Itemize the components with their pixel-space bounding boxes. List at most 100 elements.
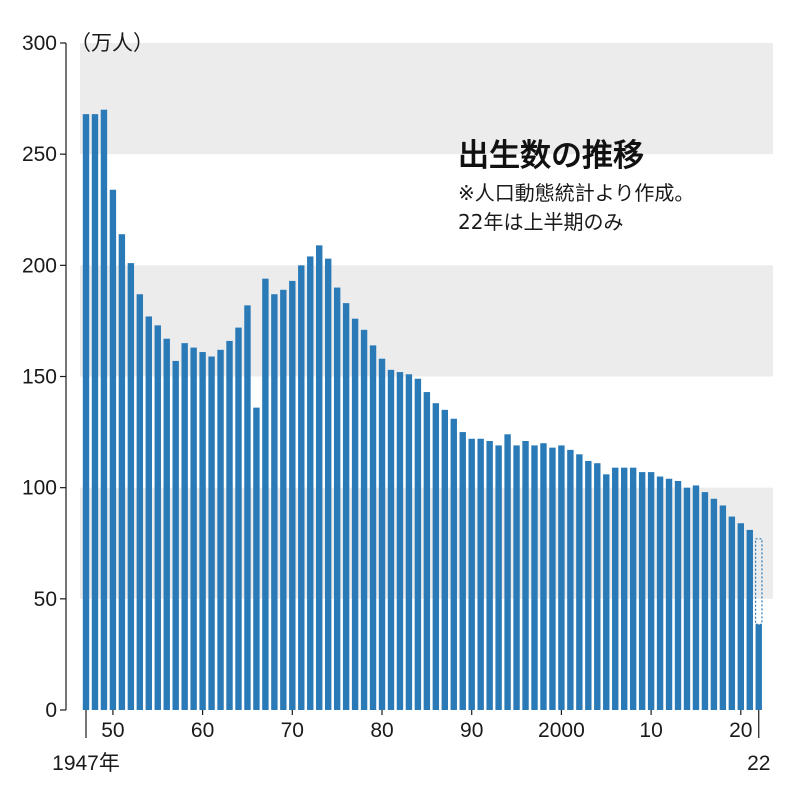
bar-2011 bbox=[656, 476, 664, 710]
bar-1996 bbox=[522, 440, 529, 710]
y-tick-label-50: 50 bbox=[34, 588, 57, 611]
bar-1955 bbox=[154, 325, 161, 710]
bar-1964 bbox=[235, 327, 242, 710]
bar-2022 bbox=[755, 624, 762, 710]
bar-1953 bbox=[136, 294, 144, 710]
bar-1965 bbox=[244, 305, 251, 710]
bar-1997 bbox=[531, 445, 538, 710]
bar-1992 bbox=[486, 440, 493, 710]
x-tick-label-60: 60 bbox=[191, 719, 214, 742]
bar-1975 bbox=[333, 287, 341, 710]
bar-1999 bbox=[549, 447, 556, 710]
bar-1972 bbox=[307, 256, 314, 710]
bar-1998 bbox=[540, 443, 547, 710]
bar-1952 bbox=[127, 263, 135, 710]
y-tick-label-150: 150 bbox=[22, 366, 57, 389]
bar-1947 bbox=[82, 114, 90, 710]
dashed-estimate-outline bbox=[754, 538, 763, 625]
bar-2019 bbox=[728, 516, 736, 710]
bar-1986 bbox=[432, 403, 440, 710]
bar-2005 bbox=[603, 474, 610, 710]
bar-1993 bbox=[495, 445, 502, 710]
bar-1971 bbox=[298, 265, 305, 710]
x-tick-label-50: 50 bbox=[101, 719, 124, 742]
bars-group bbox=[82, 109, 763, 711]
bar-1991 bbox=[477, 438, 484, 710]
bar-1985 bbox=[423, 392, 431, 710]
axes-group bbox=[60, 42, 760, 738]
bar-1957 bbox=[172, 360, 179, 710]
bar-2004 bbox=[594, 463, 601, 710]
bar-1970 bbox=[289, 280, 296, 710]
bar-1983 bbox=[405, 374, 413, 710]
bar-1962 bbox=[217, 349, 224, 710]
y-tick-label-250: 250 bbox=[22, 143, 57, 166]
bar-2018 bbox=[719, 505, 727, 710]
bar-1956 bbox=[163, 338, 170, 710]
bar-2010 bbox=[647, 472, 655, 710]
bar-1958 bbox=[181, 343, 188, 710]
background-band-0 bbox=[80, 43, 773, 155]
x-end-label: 22 bbox=[747, 752, 770, 775]
x-start-label: 1947年 bbox=[52, 752, 120, 775]
bar-1978 bbox=[360, 329, 368, 710]
bar-2009 bbox=[638, 472, 646, 710]
bar-2008 bbox=[629, 467, 637, 710]
bar-1960 bbox=[199, 352, 206, 710]
bar-1969 bbox=[280, 289, 287, 710]
bar-1951 bbox=[118, 234, 126, 710]
y-tick-label-300: 300 bbox=[22, 32, 57, 55]
x-tick-label-20: 20 bbox=[729, 719, 752, 742]
bar-1984 bbox=[414, 378, 422, 710]
bar-2013 bbox=[674, 481, 682, 710]
bar-2003 bbox=[585, 460, 592, 710]
bar-2007 bbox=[621, 467, 628, 710]
bar-2020 bbox=[737, 523, 745, 710]
y-tick-label-0: 0 bbox=[45, 699, 57, 722]
bar-1987 bbox=[441, 409, 448, 710]
bar-2006 bbox=[612, 467, 619, 710]
note-line-2: 22年は上半期のみ bbox=[458, 210, 623, 234]
bar-2017 bbox=[710, 498, 718, 710]
x-tick-label-2000: 2000 bbox=[538, 719, 585, 742]
bar-1950 bbox=[109, 189, 117, 711]
bar-2012 bbox=[665, 478, 673, 710]
bar-2014 bbox=[683, 487, 691, 710]
bar-2002 bbox=[576, 454, 583, 710]
bar-2021 bbox=[746, 529, 753, 710]
bar-1995 bbox=[513, 445, 520, 710]
bar-1976 bbox=[342, 303, 350, 710]
bar-1954 bbox=[145, 316, 152, 710]
bar-2000 bbox=[558, 445, 565, 710]
bar-1961 bbox=[208, 356, 215, 710]
bar-1994 bbox=[504, 434, 511, 710]
bar-1968 bbox=[271, 294, 278, 710]
bar-2016 bbox=[701, 492, 709, 710]
bar-1982 bbox=[396, 372, 404, 710]
y-tick-label-200: 200 bbox=[22, 254, 57, 277]
bar-1980 bbox=[378, 358, 386, 710]
bar-1989 bbox=[459, 432, 466, 710]
y-tick-label-100: 100 bbox=[22, 477, 57, 500]
bar-1963 bbox=[226, 340, 233, 710]
bar-1959 bbox=[190, 347, 197, 710]
bar-1967 bbox=[262, 278, 269, 710]
bar-2001 bbox=[567, 449, 574, 710]
title-group: 出生数の推移 ※人口動態統計より作成。 22年は上半期のみ bbox=[458, 138, 694, 234]
bar-1979 bbox=[369, 345, 377, 710]
labels-group: 0 50 100 150 200 250 300 （万人） 1947年 50 60 70 80 90 200… bbox=[22, 32, 770, 775]
x-tick-label-10: 10 bbox=[639, 719, 662, 742]
bar-1988 bbox=[450, 418, 457, 710]
bar-1977 bbox=[351, 318, 359, 710]
x-tick-label-80: 80 bbox=[370, 719, 393, 742]
bar-1990 bbox=[468, 438, 475, 710]
chart-title: 出生数の推移 bbox=[458, 138, 644, 174]
bar-1949 bbox=[100, 109, 108, 710]
bar-2015 bbox=[692, 485, 700, 710]
bar-1973 bbox=[316, 245, 323, 710]
x-tick-label-90: 90 bbox=[460, 719, 483, 742]
note-line-1: ※人口動態統計より作成。 bbox=[458, 181, 694, 205]
x-tick-label-70: 70 bbox=[281, 719, 304, 742]
